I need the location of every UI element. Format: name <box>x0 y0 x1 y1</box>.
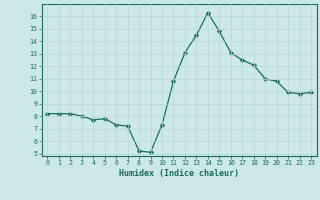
X-axis label: Humidex (Indice chaleur): Humidex (Indice chaleur) <box>119 169 239 178</box>
